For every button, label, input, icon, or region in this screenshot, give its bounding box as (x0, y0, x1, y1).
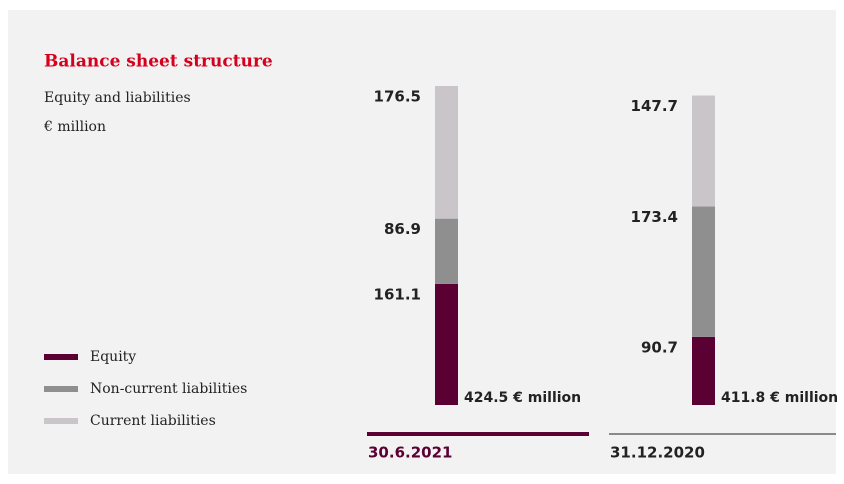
category-label: 30.6.2021 (368, 444, 452, 462)
value-label: 161.1 (374, 285, 421, 303)
category-label: 31.12.2020 (610, 444, 705, 462)
chart-subtitle: Equity and liabilities (44, 90, 191, 106)
total-label: 411.8 € million (721, 390, 838, 406)
total-label: 424.5 € million (464, 390, 581, 406)
bar-segment (435, 283, 458, 405)
bar-segment (435, 218, 458, 284)
legend-label: Equity (90, 349, 136, 365)
legend-swatch (44, 386, 78, 392)
unit-label: € million (43, 119, 106, 135)
legend-label: Non-current liabilities (90, 381, 247, 397)
value-label: 176.5 (374, 88, 421, 106)
legend-swatch (44, 354, 78, 360)
bar-segment (692, 95, 715, 207)
legend-swatch (44, 418, 78, 424)
value-label: 86.9 (384, 220, 421, 238)
chart-title: Balance sheet structure (44, 52, 273, 72)
bar-segment (692, 336, 715, 405)
value-label: 173.4 (631, 208, 678, 226)
value-label: 90.7 (641, 338, 678, 356)
value-label: 147.7 (631, 97, 678, 115)
bar-segment (435, 86, 458, 219)
bar-segment (692, 206, 715, 337)
legend-label: Current liabilities (90, 413, 216, 429)
